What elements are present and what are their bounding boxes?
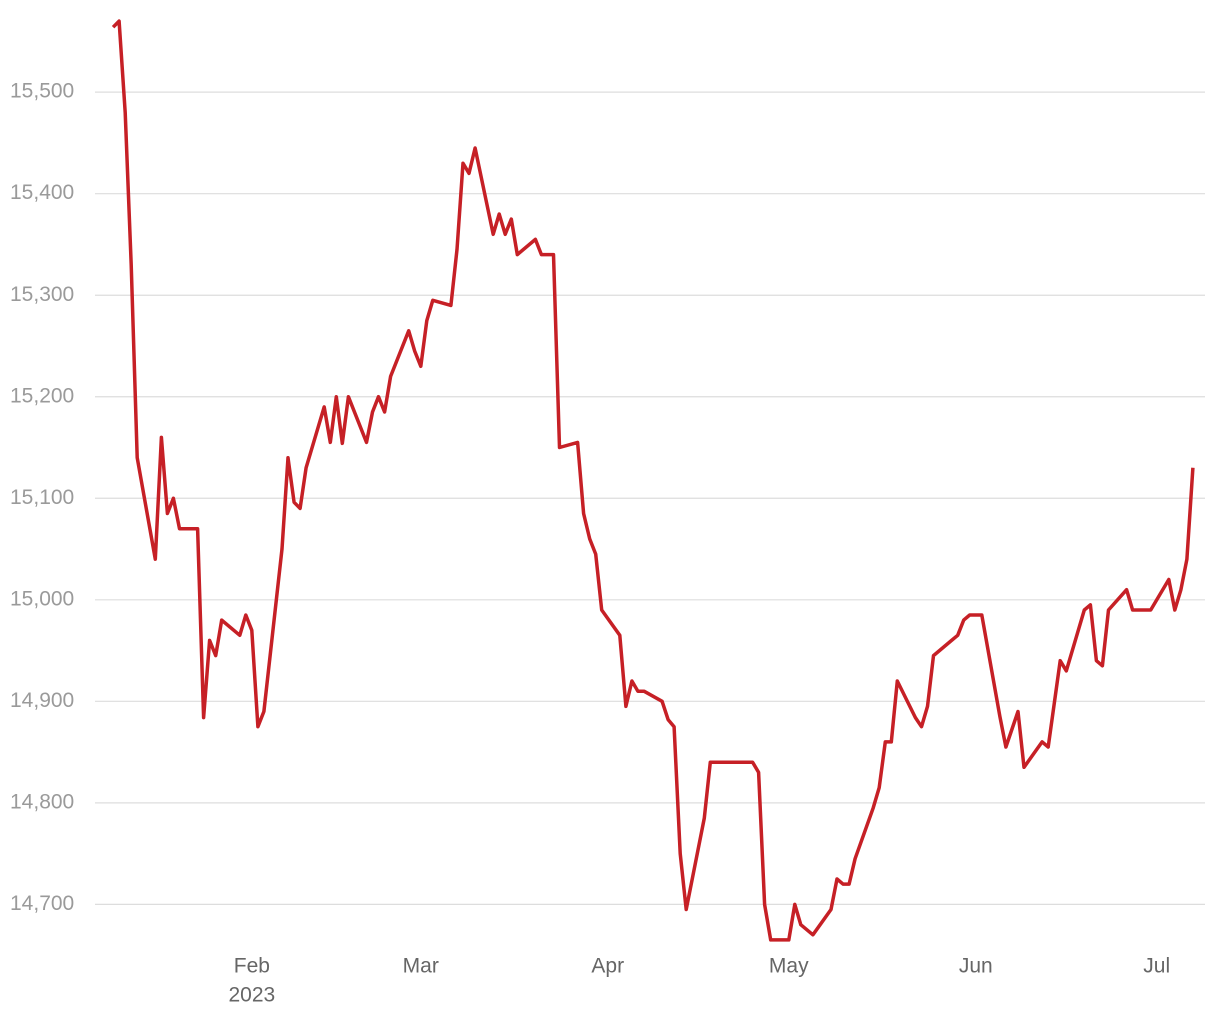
y-tick-label: 15,200 (10, 384, 74, 407)
x-tick-label: May (769, 955, 809, 978)
x-tick-label: Jul (1143, 955, 1170, 978)
y-tick-label: 14,800 (10, 790, 74, 813)
x-tick-label: Feb (234, 955, 270, 978)
y-tick-label: 15,300 (10, 283, 74, 306)
y-tick-label: 15,400 (10, 181, 74, 204)
y-tick-label: 14,700 (10, 892, 74, 915)
price-line (111, 19, 1195, 942)
y-tick-label: 15,100 (10, 486, 74, 509)
y-tick-label: 15,500 (10, 80, 74, 103)
x-tick-label: Apr (591, 955, 624, 978)
x-tick-label: Jun (959, 955, 993, 978)
x-tick-label: Mar (403, 955, 439, 978)
x-year-label: 2023 (228, 984, 275, 1007)
y-tick-label: 14,900 (10, 689, 74, 712)
y-tick-label: 15,000 (10, 587, 74, 610)
